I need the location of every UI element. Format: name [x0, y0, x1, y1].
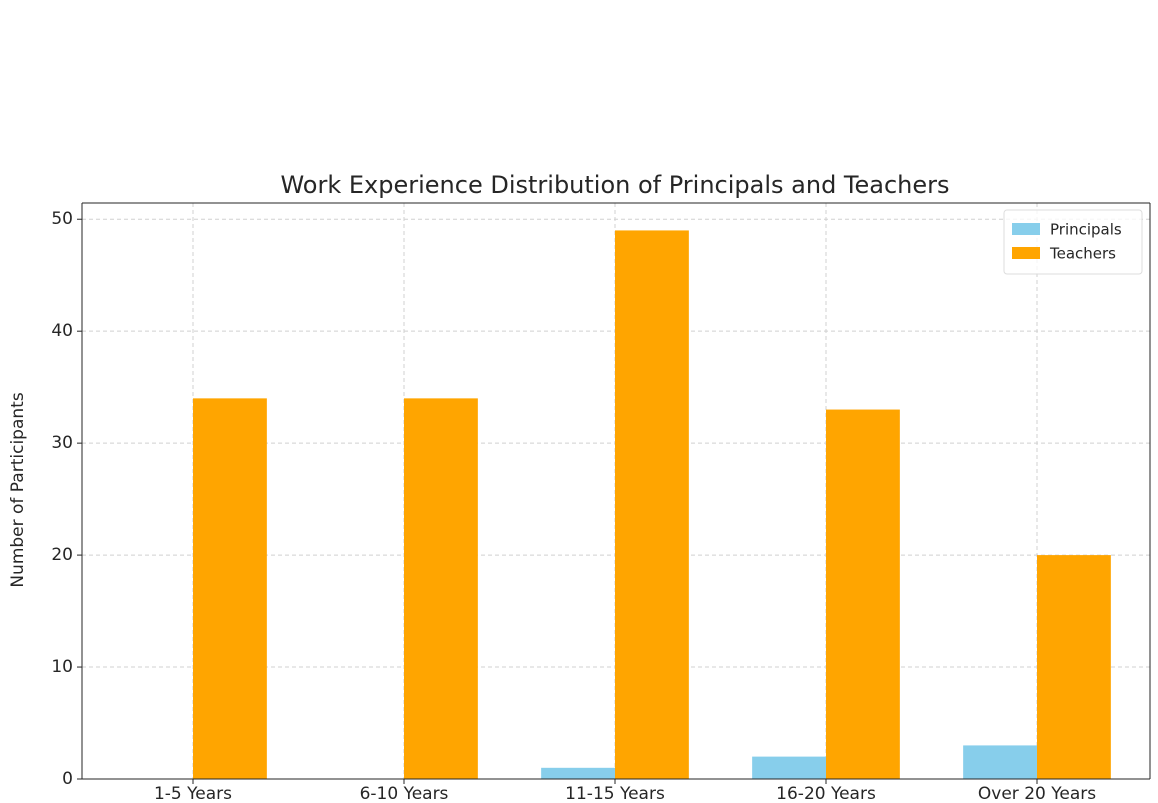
y-tick-label: 30 [51, 433, 73, 453]
y-tick-label: 40 [51, 321, 73, 341]
legend: Principals Teachers [1003, 209, 1143, 275]
bar [1037, 555, 1111, 779]
bar [193, 398, 267, 779]
bar [615, 230, 689, 779]
legend-label: Principals [1050, 221, 1122, 239]
y-axis-label: Number of Participants [8, 392, 28, 587]
bar [963, 745, 1037, 779]
x-tick-label: 6-10 Years [360, 784, 449, 803]
bar [752, 756, 826, 779]
bar [541, 767, 615, 779]
y-tick-label: 0 [62, 769, 73, 789]
y-tick-label: 10 [51, 657, 73, 677]
x-tick-label: 16-20 Years [776, 784, 876, 803]
x-tick-label: 11-15 Years [565, 784, 665, 803]
x-tick-label: 1-5 Years [154, 784, 232, 803]
bar [826, 409, 900, 779]
legend-label: Teachers [1049, 245, 1116, 263]
bar [404, 398, 478, 779]
y-tick-label: 50 [51, 209, 73, 229]
chart-title: Work Experience Distribution of Principa… [280, 171, 949, 199]
x-tick-label: Over 20 Years [978, 784, 1096, 803]
y-tick-label: 20 [51, 545, 73, 565]
legend-swatch [1012, 223, 1040, 235]
legend-swatch [1012, 247, 1040, 259]
